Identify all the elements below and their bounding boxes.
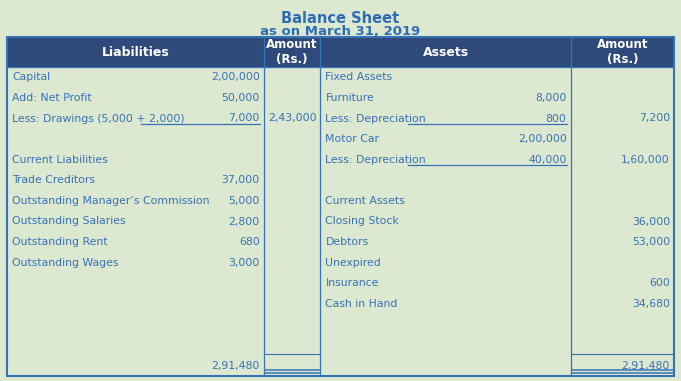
Text: Trade Creditors: Trade Creditors (12, 175, 95, 185)
Text: Furniture: Furniture (326, 93, 375, 103)
Text: 2,43,000: 2,43,000 (268, 114, 317, 123)
Text: 5,000: 5,000 (228, 196, 259, 206)
Bar (264, 37, 321, 67)
Text: 7,000: 7,000 (228, 114, 259, 123)
Text: Outstanding Salaries: Outstanding Salaries (12, 216, 125, 226)
Text: 1,60,000: 1,60,000 (621, 155, 670, 165)
Bar (7, 37, 674, 376)
Text: Insurance: Insurance (326, 278, 379, 288)
Text: Capital: Capital (12, 72, 50, 82)
Text: 3,000: 3,000 (228, 258, 259, 268)
Text: 8,000: 8,000 (535, 93, 567, 103)
Text: Less: Drawings (5,000 + 2,000): Less: Drawings (5,000 + 2,000) (12, 114, 185, 123)
Text: 2,00,000: 2,00,000 (211, 72, 259, 82)
Text: Outstanding Wages: Outstanding Wages (12, 258, 118, 268)
Text: Less: Depreciation: Less: Depreciation (326, 114, 426, 123)
Text: Fixed Assets: Fixed Assets (326, 72, 393, 82)
Text: Cash in Hand: Cash in Hand (326, 299, 398, 309)
Text: 36,000: 36,000 (632, 216, 670, 226)
Text: Debtors: Debtors (326, 237, 368, 247)
Text: Liabilities: Liabilities (101, 45, 170, 59)
Bar (7, 37, 264, 67)
Text: 34,680: 34,680 (632, 299, 670, 309)
Text: Balance Sheet: Balance Sheet (281, 11, 399, 26)
Bar (7, 376, 674, 381)
Text: 680: 680 (239, 237, 259, 247)
Text: 40,000: 40,000 (528, 155, 567, 165)
Text: Unexpired: Unexpired (326, 258, 381, 268)
Text: 50,000: 50,000 (221, 93, 259, 103)
Text: Amount
(Rs.): Amount (Rs.) (266, 38, 318, 66)
Text: 2,91,480: 2,91,480 (211, 361, 259, 371)
Text: Less: Depreciation: Less: Depreciation (326, 155, 426, 165)
Text: Current Assets: Current Assets (326, 196, 405, 206)
Text: 2,800: 2,800 (229, 216, 259, 226)
Text: Closing Stock: Closing Stock (326, 216, 399, 226)
Text: as on March 31, 2019: as on March 31, 2019 (260, 25, 420, 38)
Text: Current Liabilities: Current Liabilities (12, 155, 108, 165)
Text: Amount
(Rs.): Amount (Rs.) (597, 38, 648, 66)
Text: 2,91,480: 2,91,480 (622, 361, 670, 371)
Bar (571, 37, 674, 67)
Text: Assets: Assets (422, 45, 469, 59)
Text: 600: 600 (649, 278, 670, 288)
Text: 37,000: 37,000 (221, 175, 259, 185)
Text: 2,00,000: 2,00,000 (518, 134, 567, 144)
Text: Motor Car: Motor Car (326, 134, 379, 144)
Text: 800: 800 (545, 114, 567, 123)
Text: 7,200: 7,200 (639, 114, 670, 123)
Bar (321, 37, 571, 67)
Text: Add: Net Profit: Add: Net Profit (12, 93, 92, 103)
Text: 53,000: 53,000 (632, 237, 670, 247)
Text: Outstanding Manager’s Commission: Outstanding Manager’s Commission (12, 196, 210, 206)
Text: Outstanding Rent: Outstanding Rent (12, 237, 108, 247)
